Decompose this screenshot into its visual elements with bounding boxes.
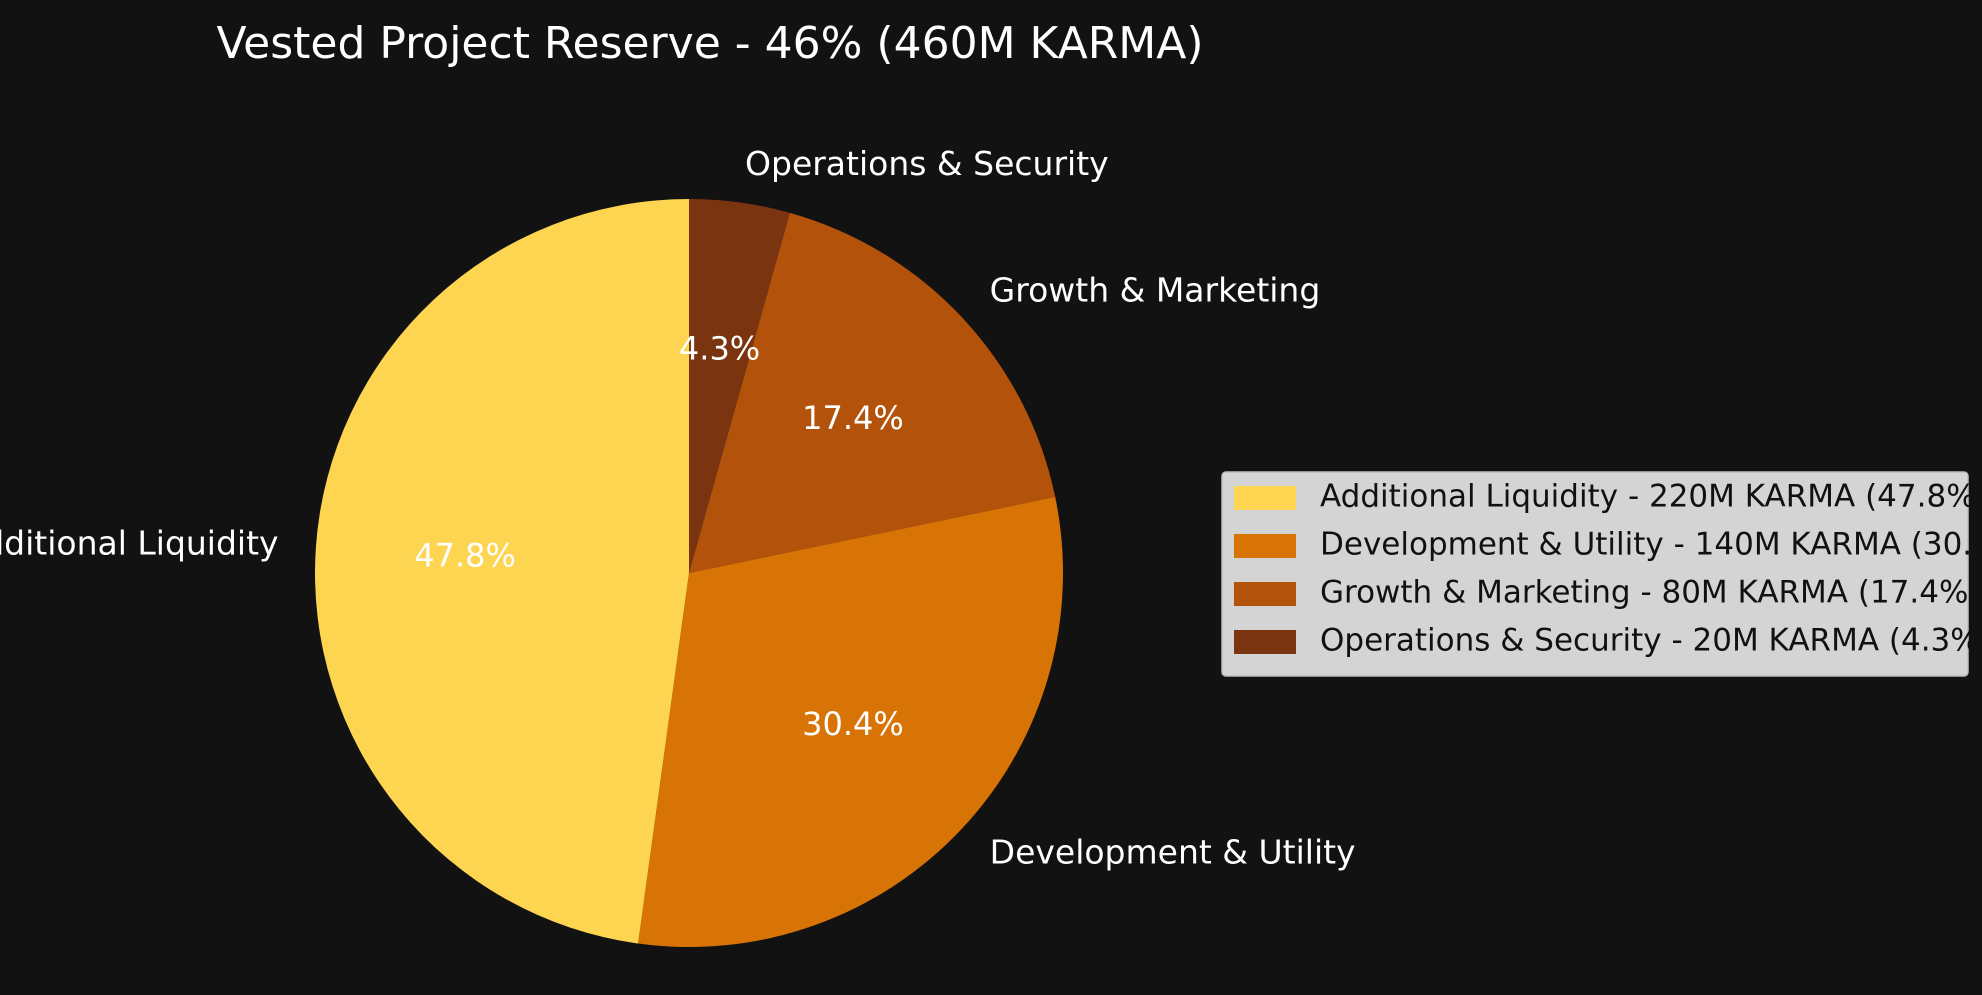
legend-label-development-and-utility: Development & Utility - 140M KARMA (30.4… bbox=[1320, 527, 1982, 563]
outer-label-operations-and-security: Operations & Security bbox=[745, 144, 1109, 183]
percent-label-growth-and-marketing: 17.4% bbox=[802, 399, 904, 437]
percent-label-operations-and-security: 4.3% bbox=[679, 330, 760, 368]
pie-slice-growth-and-marketing bbox=[689, 212, 1056, 573]
outer-label-additional-liquidity: Additional Liquidity bbox=[0, 523, 279, 562]
legend-swatch-growth-and-marketing bbox=[1234, 582, 1296, 606]
pie-slices bbox=[315, 199, 1064, 947]
legend-label-growth-and-marketing: Growth & Marketing - 80M KARMA (17.4%) bbox=[1320, 575, 1981, 611]
outer-label-growth-and-marketing: Growth & Marketing bbox=[990, 271, 1321, 310]
percent-label-development-and-utility: 30.4% bbox=[802, 705, 904, 743]
legend-swatch-operations-and-security bbox=[1234, 630, 1296, 654]
legend-label-operations-and-security: Operations & Security - 20M KARMA (4.3%) bbox=[1320, 623, 1982, 659]
pie-slice-additional-liquidity bbox=[315, 199, 689, 944]
legend-label-additional-liquidity: Additional Liquidity - 220M KARMA (47.8%… bbox=[1320, 479, 1982, 515]
outer-label-development-and-utility: Development & Utility bbox=[990, 832, 1356, 871]
chart-title: Vested Project Reserve - 46% (460M KARMA… bbox=[216, 18, 1203, 69]
legend: Additional Liquidity - 220M KARMA (47.8%… bbox=[1221, 471, 1982, 677]
pie-slice-operations-and-security bbox=[689, 199, 790, 573]
pie-slice-development-and-utility bbox=[638, 496, 1064, 947]
pie-outer-labels: Operations & Security Growth & Marketing D… bbox=[0, 144, 1356, 871]
legend-box bbox=[1221, 471, 1969, 677]
pie-percent-labels: 4.3% 17.4% 30.4% 47.8% bbox=[414, 330, 904, 743]
legend-swatch-additional-liquidity bbox=[1234, 486, 1296, 510]
percent-label-additional-liquidity: 47.8% bbox=[414, 537, 516, 575]
legend-swatch-development-and-utility bbox=[1234, 534, 1296, 558]
